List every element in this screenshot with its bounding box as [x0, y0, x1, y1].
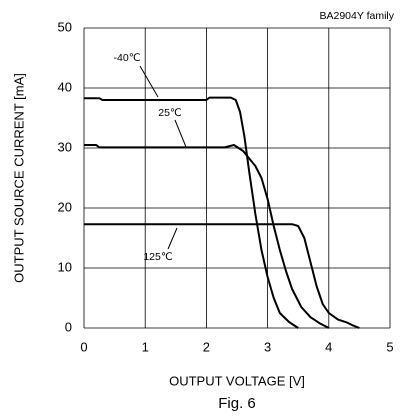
- curve-label: -40℃: [114, 52, 141, 64]
- x-tick-label: 1: [142, 339, 149, 354]
- x-tick-label: 4: [325, 339, 332, 354]
- curve: [84, 96, 299, 329]
- x-tick-label: 3: [264, 339, 271, 354]
- y-tick-label: 10: [58, 259, 72, 274]
- leader-line: [174, 119, 187, 148]
- y-tick-label: 0: [65, 319, 72, 334]
- curve-label: 125℃: [143, 251, 172, 263]
- caption: Fig. 6: [218, 395, 256, 412]
- curve-label: 25℃: [158, 107, 181, 119]
- y-tick-label: 30: [58, 139, 72, 154]
- y-tick-label: 20: [58, 199, 72, 214]
- y-tick-label: 50: [58, 19, 72, 34]
- x-axis-label: OUTPUT VOLTAGE [V]: [169, 373, 305, 388]
- x-tick-label: 2: [203, 339, 210, 354]
- x-tick-label: 0: [80, 339, 87, 354]
- y-tick-label: 40: [58, 79, 72, 94]
- curve: [84, 223, 360, 329]
- chart-subtitle: BA2904Y family: [319, 10, 394, 22]
- x-tick-label: 5: [386, 339, 393, 354]
- leader-line: [139, 65, 159, 98]
- y-axis-label: OUTPUT SOURCE CURRENT [mA]: [11, 73, 26, 283]
- leader-line: [167, 227, 178, 250]
- curve: [84, 144, 330, 329]
